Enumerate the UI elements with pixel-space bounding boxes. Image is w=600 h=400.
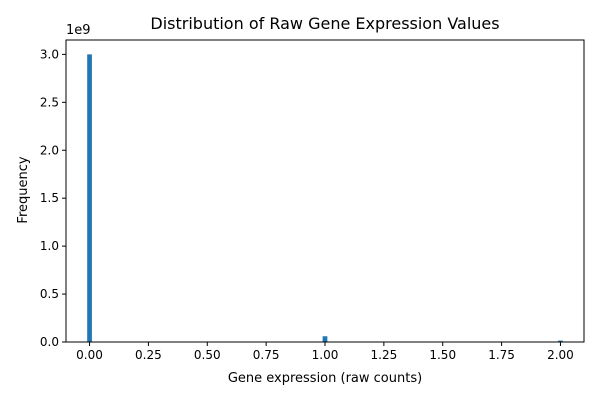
y-tick-label: 3.0 <box>40 47 59 61</box>
y-tick-label: 0.5 <box>40 287 59 301</box>
y-tick-label: 0.0 <box>40 335 59 349</box>
x-tick-label: 1.25 <box>371 348 398 362</box>
x-tick-label: 0.00 <box>76 348 103 362</box>
y-tick-label: 1.5 <box>40 191 59 205</box>
histogram-bar-1 <box>322 336 328 342</box>
plot-frame <box>65 39 585 343</box>
histogram-bar-0 <box>87 54 92 342</box>
x-tick-label: 1.00 <box>312 348 339 362</box>
x-tick-label: 2.00 <box>547 348 574 362</box>
y-axis-ticks: 0.0 0.5 1.0 1.5 2.0 2.5 3.0 <box>40 47 66 349</box>
chart-title: Distribution of Raw Gene Expression Valu… <box>150 14 499 33</box>
x-tick-label: 0.75 <box>253 348 280 362</box>
y-tick-label: 1.0 <box>40 239 59 253</box>
x-tick-label: 0.25 <box>135 348 162 362</box>
x-tick-label: 0.50 <box>194 348 221 362</box>
y-tick-label: 2.0 <box>40 143 59 157</box>
x-tick-label: 1.50 <box>429 348 456 362</box>
y-axis-label: Frequency <box>16 156 31 223</box>
x-axis-label: Gene expression (raw counts) <box>228 371 422 386</box>
y-axis-scale-label: 1e9 <box>66 23 91 38</box>
y-tick-label: 2.5 <box>40 95 59 109</box>
bars-group <box>87 54 563 342</box>
x-tick-label: 1.75 <box>488 348 515 362</box>
histogram-bar-2 <box>558 340 563 342</box>
x-axis-ticks: 0.00 0.25 0.50 0.75 1.00 1.25 1.50 1.75 2.00 <box>76 342 574 362</box>
